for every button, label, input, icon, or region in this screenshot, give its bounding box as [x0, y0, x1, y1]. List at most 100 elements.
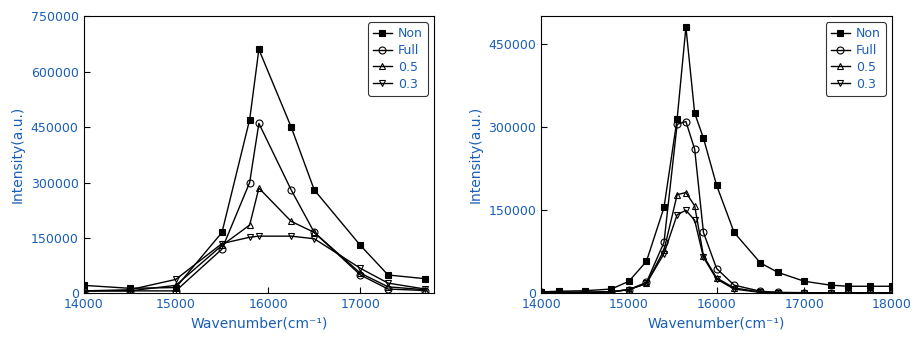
Non: [580, 289, 591, 293]
0.3: [711, 277, 722, 281]
Legend: Non, Full, 0.5, 0.3: Non, Full, 0.5, 0.3: [368, 22, 428, 96]
0.3: [285, 234, 296, 238]
0.5: [773, 291, 784, 295]
0.5: [865, 291, 876, 295]
0.3: [672, 213, 683, 217]
Non: [886, 284, 897, 288]
0.5: [605, 290, 617, 294]
0.3: [419, 287, 430, 291]
0.3: [535, 290, 546, 294]
Line: Full: Full: [80, 120, 428, 294]
Non: [623, 279, 634, 283]
Non: [843, 284, 854, 288]
Non: [711, 183, 722, 187]
Full: [253, 121, 264, 126]
0.3: [354, 266, 366, 271]
Non: [124, 286, 135, 290]
0.3: [798, 291, 809, 295]
Full: [641, 280, 652, 285]
Full: [216, 247, 227, 251]
X-axis label: Wavenumber(cm⁻¹): Wavenumber(cm⁻¹): [648, 317, 785, 331]
0.3: [382, 281, 393, 285]
Line: Full: Full: [538, 118, 895, 297]
Non: [689, 111, 701, 115]
0.3: [641, 281, 652, 286]
0.3: [825, 291, 836, 295]
Full: [865, 291, 876, 295]
Full: [354, 273, 366, 277]
Full: [78, 289, 89, 293]
Non: [285, 125, 296, 129]
0.5: [886, 291, 897, 295]
0.5: [698, 254, 709, 258]
0.3: [755, 290, 766, 294]
Full: [308, 231, 319, 235]
Non: [641, 259, 652, 263]
Non: [672, 117, 683, 121]
0.3: [773, 291, 784, 295]
0.5: [623, 288, 634, 292]
0.3: [244, 235, 255, 239]
Non: [865, 284, 876, 288]
Full: [728, 283, 739, 287]
0.3: [124, 288, 135, 292]
Line: 0.3: 0.3: [538, 207, 895, 297]
Non: [755, 261, 766, 265]
0.3: [728, 287, 739, 291]
Non: [798, 279, 809, 283]
0.5: [419, 288, 430, 292]
Full: [605, 290, 617, 294]
0.5: [78, 289, 89, 293]
Full: [798, 291, 809, 295]
Full: [711, 266, 722, 271]
Full: [285, 188, 296, 192]
0.5: [170, 283, 181, 287]
0.5: [689, 204, 701, 208]
Non: [825, 283, 836, 287]
Non: [170, 286, 181, 290]
0.5: [308, 231, 319, 235]
0.3: [623, 288, 634, 292]
Non: [680, 25, 691, 29]
Line: Non: Non: [80, 46, 428, 292]
0.3: [78, 289, 89, 293]
Full: [124, 289, 135, 293]
0.3: [698, 255, 709, 260]
Full: [535, 290, 546, 294]
Full: [580, 290, 591, 294]
Non: [773, 270, 784, 274]
Full: [689, 147, 701, 151]
0.5: [680, 190, 691, 195]
0.5: [711, 276, 722, 280]
0.5: [825, 291, 836, 295]
Non: [605, 287, 617, 291]
Legend: Non, Full, 0.5, 0.3: Non, Full, 0.5, 0.3: [826, 22, 886, 96]
Non: [553, 289, 564, 293]
0.3: [553, 290, 564, 294]
Full: [886, 291, 897, 295]
Full: [170, 289, 181, 293]
Line: 0.5: 0.5: [80, 185, 428, 294]
X-axis label: Wavenumber(cm⁻¹): Wavenumber(cm⁻¹): [190, 317, 328, 331]
0.5: [216, 244, 227, 248]
0.5: [798, 291, 809, 295]
Non: [308, 188, 319, 192]
0.3: [843, 291, 854, 295]
Non: [658, 206, 669, 210]
Y-axis label: Intensity(a.u.): Intensity(a.u.): [11, 106, 25, 203]
0.3: [658, 251, 669, 255]
0.5: [553, 290, 564, 294]
0.3: [216, 241, 227, 246]
0.5: [580, 290, 591, 294]
0.5: [641, 281, 652, 286]
0.3: [886, 291, 897, 295]
Non: [244, 118, 255, 122]
Non: [535, 290, 546, 294]
Full: [244, 181, 255, 185]
0.3: [865, 291, 876, 295]
0.3: [580, 290, 591, 294]
Full: [755, 289, 766, 293]
0.5: [382, 285, 393, 289]
Non: [253, 47, 264, 51]
0.3: [689, 218, 701, 222]
